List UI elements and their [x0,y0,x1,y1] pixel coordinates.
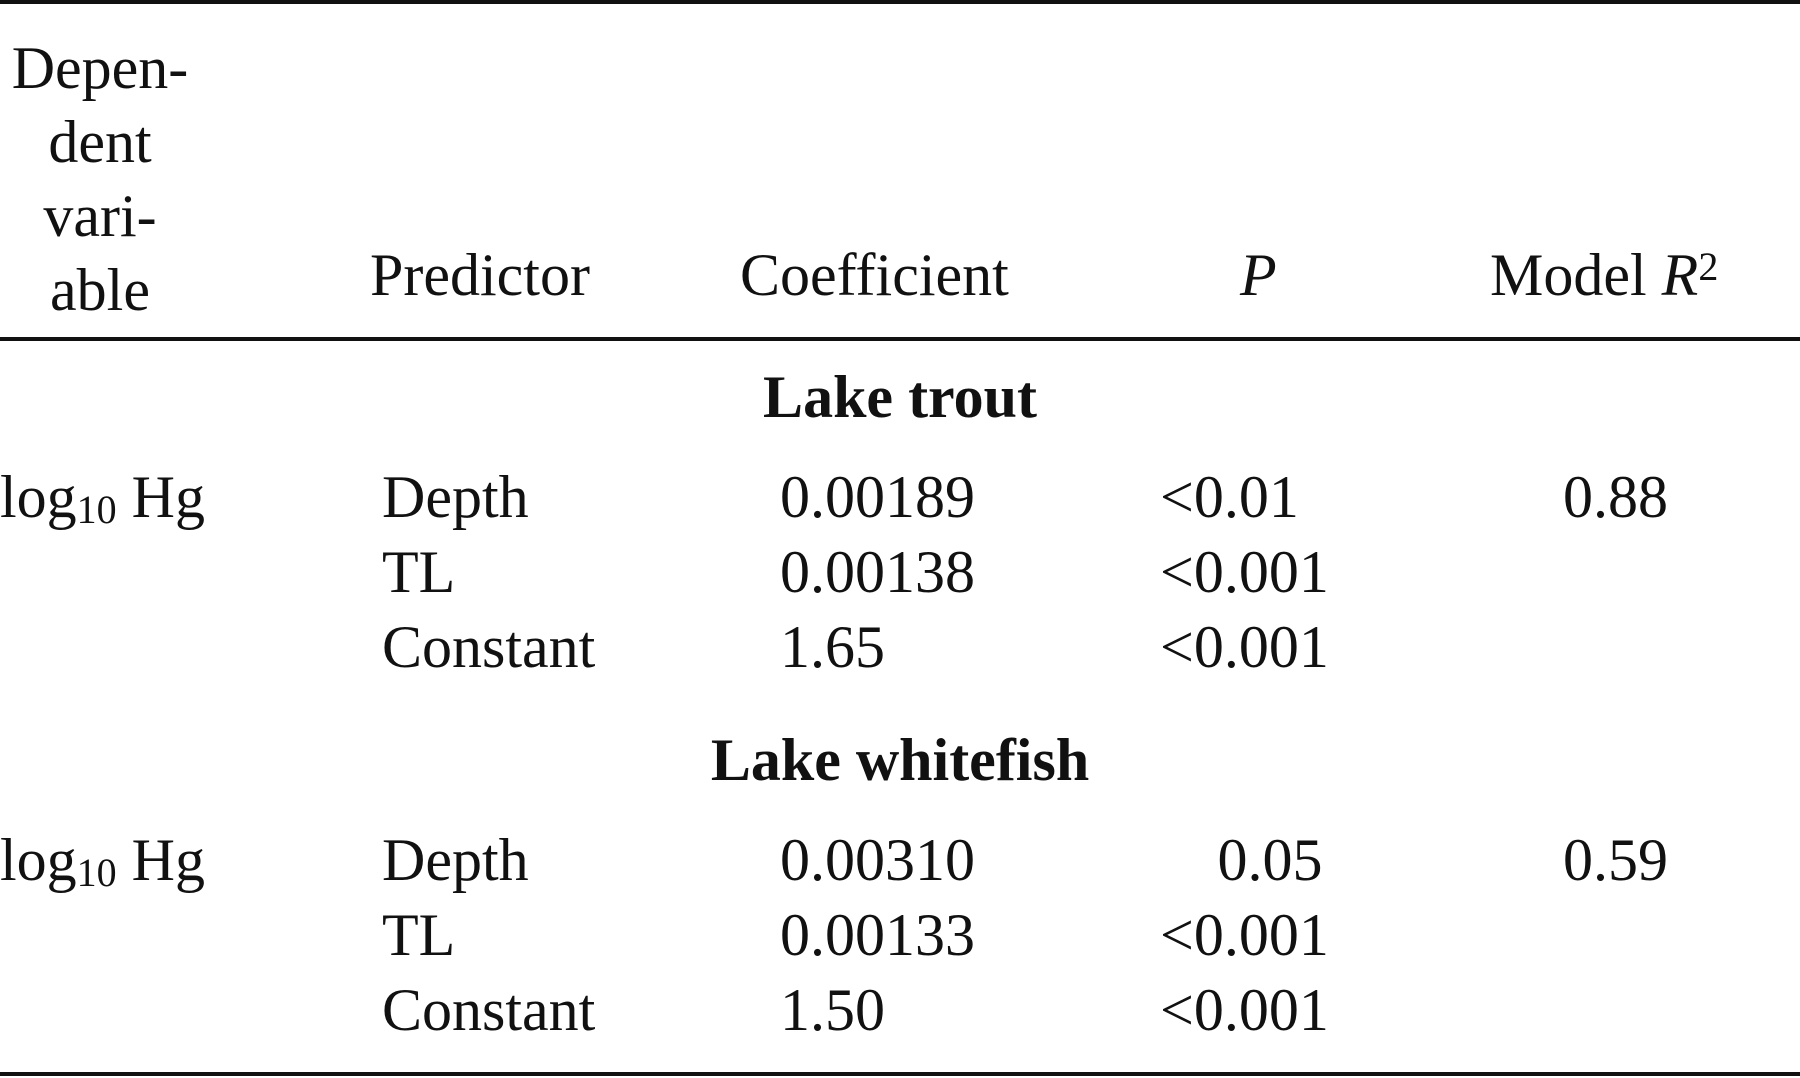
header-dependent-line: vari- [43,183,157,249]
dependent-prefix: log [0,827,77,893]
p-cell: <0.001 [1160,977,1329,1043]
header-dependent-variable: Depen- dent vari- able [0,31,200,327]
section-title-lake-whitefish: Lake whitefish [710,727,1090,793]
table-bottom-rule [0,1072,1800,1076]
section-title-lake-trout: Lake trout [763,364,1037,430]
p-cell: 0.05 [1217,827,1323,893]
coefficient-cell: 0.00138 [780,539,975,605]
table-top-rule [0,0,1800,4]
dependent-prefix: log [0,464,77,530]
header-coefficient: Coefficient [740,242,1009,308]
header-dependent-line: able [50,257,150,323]
coefficient-cell: 1.50 [780,977,885,1043]
header-dependent-line: Depen- [11,35,189,101]
p-cell: <0.01 [1160,464,1299,530]
coefficient-cell: 0.00133 [780,902,975,968]
dependent-suffix: Hg [131,464,206,530]
coefficient-cell: 1.65 [780,614,885,680]
predictor-cell: Depth [382,464,529,530]
p-cell: <0.001 [1160,614,1329,680]
header-rule [0,337,1800,341]
header-model-r2-prefix: Model [1490,242,1647,308]
predictor-cell: Depth [382,827,529,893]
header-p: P [1240,242,1277,308]
p-cell: <0.001 [1160,539,1329,605]
predictor-cell: TL [382,539,456,605]
dependent-variable-lake-whitefish: log10 Hg [0,823,205,904]
dependent-sub: 10 [76,850,117,895]
header-model-r2-sup: 2 [1698,244,1719,289]
coefficient-cell: 0.00310 [780,827,975,893]
coefficient-cell: 0.00189 [780,464,975,530]
dependent-sub: 10 [76,487,117,532]
header-dependent-line: dent [48,109,152,175]
model-r2-cell: 0.88 [1563,464,1668,530]
predictor-cell: TL [382,902,456,968]
predictor-cell: Constant [382,614,596,680]
predictor-cell: Constant [382,977,596,1043]
header-model-r2-symbol: R [1661,242,1699,308]
model-r2-cell: 0.59 [1563,827,1668,893]
dependent-suffix: Hg [131,827,206,893]
p-cell: <0.001 [1160,902,1329,968]
header-predictor: Predictor [370,242,590,308]
dependent-variable-lake-trout: log10 Hg [0,460,205,541]
header-model-r2: Model R2 [1490,238,1718,312]
